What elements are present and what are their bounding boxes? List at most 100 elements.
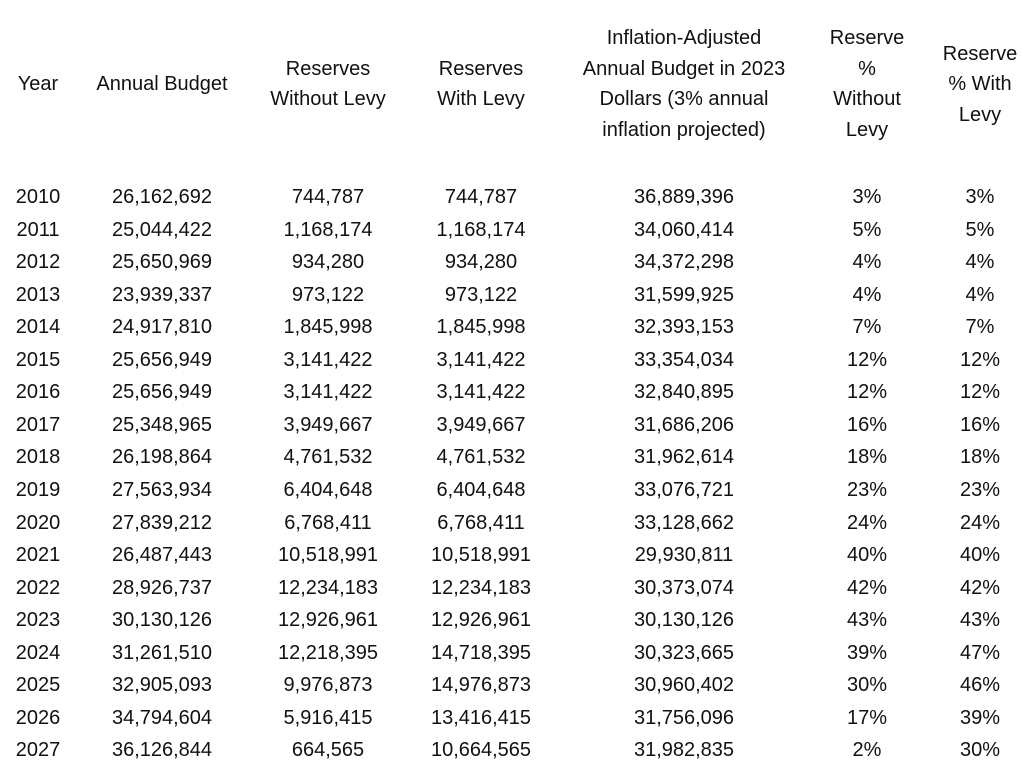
table-cell: 4% [852,251,882,274]
table-cell: 31,599,925 [633,283,735,306]
table-cell: 664,565 [291,739,365,762]
table-cell: 2026 [15,706,61,729]
table-cell: 39% [959,706,1001,729]
table-cell: 6,404,648 [283,478,373,501]
table-cell: 18% [959,446,1001,469]
table-cell: 33,076,721 [633,478,735,501]
table-cell: 31,982,835 [633,739,735,762]
table-cell: 31,962,614 [633,446,735,469]
table-cell: 12% [846,381,888,404]
table-cell: 27,563,934 [111,478,213,501]
header-cell: Reserve [829,27,905,50]
table-cell: 2016 [15,381,61,404]
header-cell: Year [17,73,59,95]
table-cell: 12% [846,348,888,371]
table-cell: 5% [852,218,882,241]
table-cell: 973,122 [291,283,365,306]
table-cell: 30,960,402 [633,674,735,697]
table-cell: 28,926,737 [111,576,213,599]
header-cell: Levy [845,118,889,141]
table-cell: 23,939,337 [111,283,213,306]
table-cell: 2014 [15,316,61,339]
table-cell: 12% [959,348,1001,371]
table-cell: 30,323,665 [633,641,735,664]
header-cell: Dollars (3% annual [599,88,769,111]
table-cell: 32,393,153 [633,316,735,339]
table-cell: 24% [959,511,1001,534]
table-cell: 2017 [15,413,61,436]
table-cell: 2018 [15,446,61,469]
table-cell: 33,354,034 [633,348,735,371]
table-cell: 4,761,532 [283,446,373,469]
table-cell: 16% [959,413,1001,436]
table-cell: 6,768,411 [284,511,372,534]
table-cell: 33,128,662 [633,511,735,534]
table-cell: 2012 [15,251,61,274]
table-cell: 43% [959,609,1001,632]
table-cell: 744,787 [444,186,518,208]
table-cell: 30,130,126 [111,609,213,632]
header-cell: Reserve [942,42,1018,65]
table-cell: 34,372,298 [633,251,735,274]
header-cell: % With [948,73,1012,95]
table-cell: 2027 [15,739,61,762]
table-cell: 26,162,692 [111,186,213,208]
table-cell: 24% [846,511,888,534]
header-cell: Reserves [285,57,371,80]
table-cell: 2015 [15,348,61,371]
table-cell: 25,656,949 [111,348,213,371]
table-cell: 16% [846,413,888,436]
table-cell: 12,234,183 [277,576,379,599]
table-cell: 2024 [15,641,61,664]
header-cell: Without Levy [270,88,386,111]
table-cell: 42% [846,576,888,599]
table-cell: 12,234,183 [430,576,532,599]
table-cell: 12,218,395 [277,641,379,664]
table-cell: 2023 [15,609,61,632]
table-cell: 10,518,991 [430,544,532,567]
table-cell: 973,122 [444,283,518,306]
table-cell: 46% [959,674,1001,697]
table-cell: 24,917,810 [111,316,213,339]
table-cell: 25,348,965 [111,413,213,436]
table-cell: 2011 [16,218,60,241]
table-cell: 4% [852,283,882,306]
table-cell: 1,845,998 [283,316,373,339]
table-cell: 39% [846,641,888,664]
table-cell: 31,686,206 [633,413,735,436]
table-cell: 36,889,396 [633,186,735,208]
table-cell: 934,280 [444,251,518,274]
table-cell: 3,141,422 [283,381,373,404]
table-cell: 7% [852,316,882,339]
table-cell: 17% [846,706,888,729]
header-cell: With Levy [437,88,525,111]
table-cell: 9,976,873 [283,674,373,697]
table-cell: 40% [846,544,888,567]
table-cell: 26,198,864 [111,446,213,469]
header-cell: inflation projected) [602,118,766,141]
table-cell: 32,905,093 [111,674,213,697]
table-cell: 3% [965,186,995,208]
table-cell: 2010 [15,186,61,208]
table-cell: 2022 [15,576,61,599]
table-cell: 3,141,422 [436,381,526,404]
header-cell: Annual Budget in 2023 [582,57,786,80]
table-cell: 10,664,565 [430,739,532,762]
header-cell: Reserves [438,57,524,80]
table-cell: 3,949,667 [436,413,526,436]
table-cell: 3,141,422 [436,348,526,371]
table-cell: 6,404,648 [436,478,526,501]
table-cell: 1,168,174 [283,218,373,241]
table-cell: 7% [965,316,995,339]
header-cell: Annual Budget [96,73,228,95]
table-cell: 2019 [15,478,61,501]
table-cell: 14,718,395 [430,641,532,664]
table-cell: 27,839,212 [111,511,213,534]
table-cell: 36,126,844 [111,739,213,762]
table-cell: 30% [846,674,888,697]
table-cell: 2020 [15,511,61,534]
table-cell: 18% [846,446,888,469]
table-cell: 43% [846,609,888,632]
table-cell: 934,280 [291,251,365,274]
